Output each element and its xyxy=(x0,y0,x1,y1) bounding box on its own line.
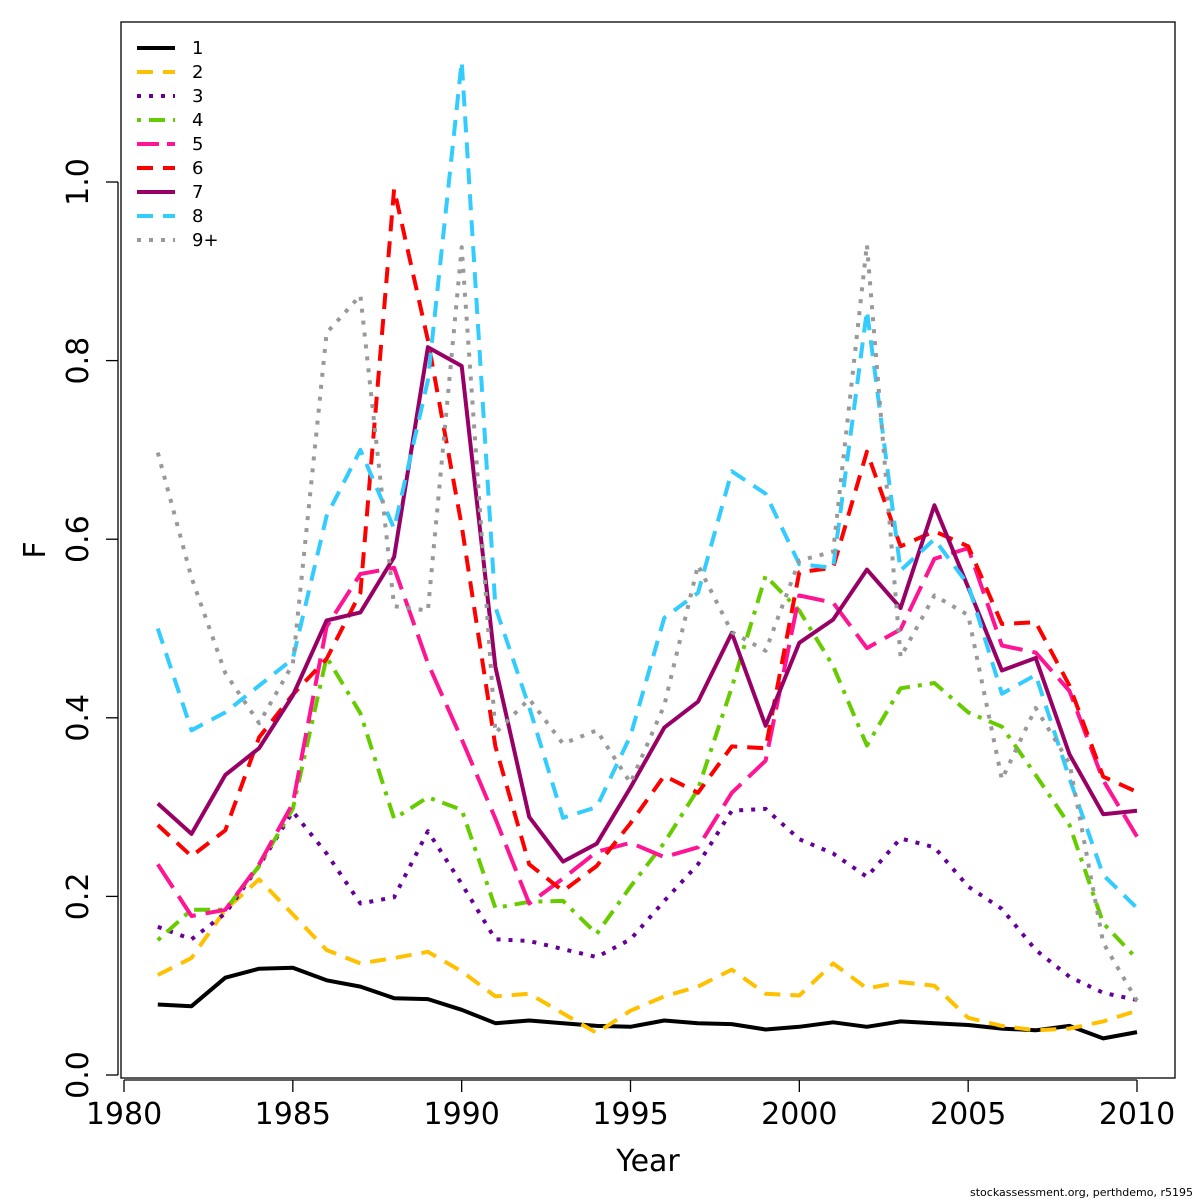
y-tick-label: 0.2 xyxy=(61,873,96,921)
plot-frame xyxy=(120,21,1176,1079)
legend-label: 4 xyxy=(192,110,203,131)
x-tick-label: 2010 xyxy=(1099,1097,1175,1132)
x-tick-label: 1995 xyxy=(592,1097,668,1132)
series-line-8 xyxy=(155,59,1139,910)
y-tick-label: 0.8 xyxy=(61,337,96,385)
y-tick-label: 0.6 xyxy=(61,515,96,563)
legend-label: 6 xyxy=(192,158,203,179)
x-tick-label: 2005 xyxy=(930,1097,1006,1132)
y-axis: 0.0 0.2 0.4 0.6 0.8 1.0 xyxy=(61,158,119,1099)
series-line-2 xyxy=(156,877,1138,1035)
x-tick-label: 1990 xyxy=(423,1097,499,1132)
x-axis-title: Year xyxy=(615,1144,680,1179)
legend-label: 7 xyxy=(192,182,203,203)
y-tick-label: 0.0 xyxy=(61,1051,96,1099)
legend-label: 9+ xyxy=(192,230,219,251)
x-tick-label: 1985 xyxy=(255,1097,331,1132)
series-layer xyxy=(155,59,1139,1041)
legend-label: 2 xyxy=(192,62,203,83)
legend-label: 5 xyxy=(192,134,203,155)
legend: 1 2 3 4 5 6 7 8 9+ xyxy=(137,38,219,251)
series-line-4 xyxy=(156,573,1139,961)
y-axis-title: F xyxy=(18,541,53,558)
x-axis: 1980 1985 1990 1995 2000 2005 2010 xyxy=(86,1079,1175,1132)
x-tick-label: 2000 xyxy=(761,1097,837,1132)
legend-label: 8 xyxy=(192,206,203,227)
credit-text: stockassessment.org, perthdemo, r5195 xyxy=(970,1186,1193,1199)
legend-label: 1 xyxy=(192,38,203,59)
series-line-5 xyxy=(156,546,1139,918)
x-tick-label: 1980 xyxy=(86,1097,162,1132)
series-line-9plus xyxy=(155,242,1139,1002)
series-line-1 xyxy=(157,965,1138,1041)
y-tick-label: 0.4 xyxy=(61,694,96,742)
legend-label: 3 xyxy=(192,86,203,107)
y-tick-label: 1.0 xyxy=(61,158,96,206)
